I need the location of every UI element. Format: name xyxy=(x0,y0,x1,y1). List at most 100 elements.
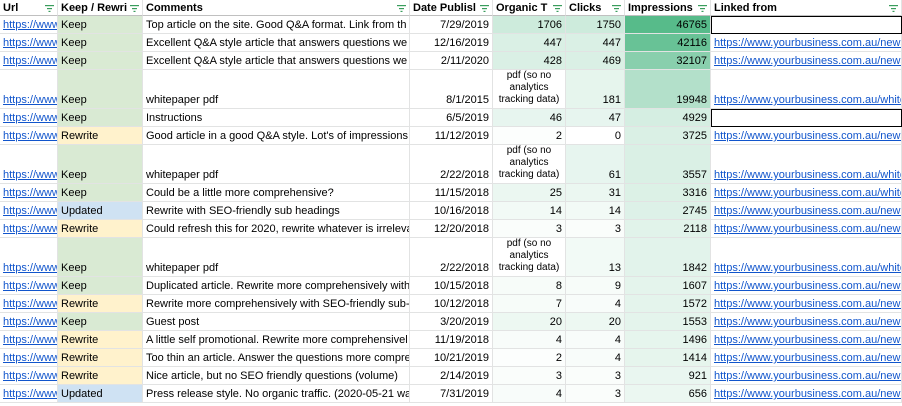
status-cell[interactable]: Rewrite xyxy=(58,367,143,385)
impressions-cell[interactable]: 921 xyxy=(625,367,711,385)
column-header-comments-text[interactable]: Comments xyxy=(146,1,203,14)
impressions-cell[interactable]: 1607 xyxy=(625,277,711,295)
organic-traffic-cell-text[interactable]: 447 xyxy=(543,37,562,49)
organic-traffic-cell[interactable]: 2 xyxy=(493,127,566,145)
linked-from-link[interactable]: https://www.yourbusiness.com.au/news xyxy=(711,385,902,403)
impressions-cell-text[interactable]: 2118 xyxy=(683,223,707,235)
comment-cell[interactable]: whitepaper pdf xyxy=(143,145,410,184)
comment-cell[interactable]: Top article on the site. Good Q&A format… xyxy=(143,16,410,34)
organic-traffic-cell[interactable]: pdf (so no analytics tracking data) xyxy=(493,70,566,109)
column-header-clicks-text[interactable]: Clicks xyxy=(569,1,602,14)
url-link[interactable]: https://www xyxy=(0,277,58,295)
linked-from-link-text[interactable]: https://www.yourbusiness.com.au/news xyxy=(714,37,902,49)
url-link[interactable]: https://www xyxy=(0,16,58,34)
status-cell-text[interactable]: Keep xyxy=(61,280,87,292)
url-link-text[interactable]: https://www xyxy=(3,262,58,274)
linked-from-link-text[interactable]: https://www.yourbusiness.com.au/news xyxy=(714,205,902,217)
date-cell[interactable]: 2/22/2018 xyxy=(410,145,493,184)
url-link-text[interactable]: https://www xyxy=(3,112,58,124)
column-header-keep[interactable]: Keep / Rewri xyxy=(58,0,143,16)
linked-from-link[interactable]: https://www.yourbusiness.com.au/news xyxy=(711,127,902,145)
filter-icon[interactable] xyxy=(397,5,406,12)
status-cell-text[interactable]: Keep xyxy=(61,55,87,67)
linked-from-link-text[interactable]: https://www.yourbusiness.com.au/white xyxy=(714,94,902,106)
clicks-cell-text[interactable]: 4 xyxy=(614,352,621,364)
impressions-cell[interactable]: 32107 xyxy=(625,52,711,70)
organic-traffic-cell[interactable]: 3 xyxy=(493,367,566,385)
clicks-cell-text[interactable]: 181 xyxy=(602,94,621,106)
linked-from-link[interactable]: https://www.yourbusiness.com.au/news xyxy=(711,295,902,313)
impressions-cell-text[interactable]: 921 xyxy=(688,370,707,382)
organic-traffic-cell[interactable]: pdf (so no analytics tracking data) xyxy=(493,145,566,184)
impressions-cell-text[interactable]: 1553 xyxy=(682,316,707,328)
organic-traffic-cell[interactable]: pdf (so no analytics tracking data) xyxy=(493,238,566,277)
column-header-organic-text[interactable]: Organic T xyxy=(496,1,548,14)
url-link[interactable]: https://www xyxy=(0,331,58,349)
clicks-cell-text[interactable]: 20 xyxy=(608,316,621,328)
url-link-text[interactable]: https://www xyxy=(3,370,58,382)
status-cell-text[interactable]: Rewrite xyxy=(61,334,99,346)
clicks-cell-text[interactable]: 3 xyxy=(614,370,621,382)
clicks-cell-text[interactable]: 3 xyxy=(614,223,621,235)
organic-traffic-cell[interactable]: 14 xyxy=(493,202,566,220)
organic-traffic-cell[interactable]: 4 xyxy=(493,385,566,403)
date-cell-text[interactable]: 3/20/2019 xyxy=(440,316,489,328)
clicks-cell-text[interactable]: 1750 xyxy=(596,19,621,31)
linked-from-link[interactable]: https://www.yourbusiness.com.au/white xyxy=(711,70,902,109)
date-cell-text[interactable]: 11/15/2018 xyxy=(434,187,489,199)
filter-icon[interactable] xyxy=(698,5,707,12)
clicks-cell-text[interactable]: 447 xyxy=(602,37,621,49)
impressions-cell-text[interactable]: 4929 xyxy=(682,112,707,124)
url-link-text[interactable]: https://www xyxy=(3,19,58,31)
clicks-cell[interactable]: 0 xyxy=(566,127,625,145)
comment-cell[interactable]: Rewrite with SEO-friendly sub headings xyxy=(143,202,410,220)
status-cell[interactable]: Keep xyxy=(58,238,143,277)
url-link-text[interactable]: https://www xyxy=(3,94,58,106)
organic-traffic-cell[interactable]: 20 xyxy=(493,313,566,331)
linked-from-link[interactable]: https://www.yourbusiness.com.au/news xyxy=(711,220,902,238)
date-cell[interactable]: 2/14/2019 xyxy=(410,367,493,385)
comment-cell-text[interactable]: Guest post xyxy=(146,316,200,328)
comment-cell[interactable]: Excellent Q&A style article that answers… xyxy=(143,34,410,52)
status-cell[interactable]: Rewrite xyxy=(58,349,143,367)
organic-traffic-cell-text[interactable]: pdf (so no analytics tracking data) xyxy=(498,145,560,180)
comment-cell[interactable]: Excellent Q&A style article that answers… xyxy=(143,52,410,70)
column-header-comments[interactable]: Comments xyxy=(143,0,410,16)
linked-from-link-text[interactable]: https://www.yourbusiness.com.au/news xyxy=(714,316,902,328)
clicks-cell[interactable]: 3 xyxy=(566,385,625,403)
comment-cell-text[interactable]: whitepaper pdf xyxy=(146,262,219,274)
impressions-cell[interactable]: 3725 xyxy=(625,127,711,145)
date-cell-text[interactable]: 7/29/2019 xyxy=(440,19,489,31)
clicks-cell[interactable]: 3 xyxy=(566,367,625,385)
comment-cell[interactable]: whitepaper pdf xyxy=(143,70,410,109)
date-cell-text[interactable]: 2/22/2018 xyxy=(440,169,489,181)
clicks-cell-text[interactable]: 61 xyxy=(608,169,621,181)
status-cell[interactable]: Rewrite xyxy=(58,331,143,349)
status-cell[interactable]: Updated xyxy=(58,385,143,403)
column-header-keep-text[interactable]: Keep / Rewri xyxy=(61,1,128,14)
clicks-cell-text[interactable]: 47 xyxy=(608,112,621,124)
status-cell-text[interactable]: Keep xyxy=(61,262,87,274)
organic-traffic-cell[interactable]: 25 xyxy=(493,184,566,202)
filter-icon[interactable] xyxy=(889,5,898,12)
organic-traffic-cell-text[interactable]: 4 xyxy=(555,334,562,346)
comment-cell[interactable]: Guest post xyxy=(143,313,410,331)
linked-from-link[interactable]: https://www.yourbusiness.com.au/news xyxy=(711,202,902,220)
status-cell[interactable]: Rewrite xyxy=(58,220,143,238)
date-cell-text[interactable]: 6/5/2019 xyxy=(446,112,489,124)
url-link[interactable]: https://www xyxy=(0,145,58,184)
url-link-text[interactable]: https://www xyxy=(3,37,58,49)
status-cell[interactable]: Keep xyxy=(58,313,143,331)
organic-traffic-cell-text[interactable]: 46 xyxy=(549,112,562,124)
url-link-text[interactable]: https://www xyxy=(3,298,58,310)
organic-traffic-cell[interactable]: 2 xyxy=(493,349,566,367)
linked-from-link-text[interactable]: https://www.yourbusiness.com.au/white xyxy=(714,169,902,181)
comment-cell-text[interactable]: whitepaper pdf xyxy=(146,94,219,106)
impressions-cell[interactable]: 1572 xyxy=(625,295,711,313)
linked-from-link-text[interactable]: https://www.yourbusiness.com.au/news xyxy=(714,352,902,364)
comment-cell-text[interactable]: Could refresh this for 2020, rewrite wha… xyxy=(146,223,410,235)
organic-traffic-cell[interactable]: 428 xyxy=(493,52,566,70)
impressions-cell-text[interactable]: 2745 xyxy=(682,205,707,217)
linked-from-link-text[interactable]: https://www.yourbusiness.com.au/news xyxy=(714,388,902,400)
column-header-url-text[interactable]: Url xyxy=(3,1,19,14)
